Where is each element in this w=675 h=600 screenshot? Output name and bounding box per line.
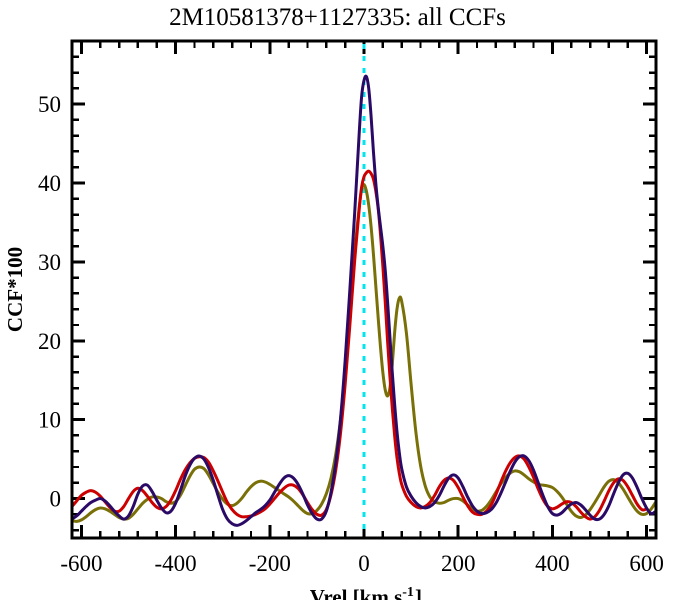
x-axis-tick-label: -400	[155, 551, 197, 576]
y-axis-tick-label: 20	[38, 329, 61, 354]
y-axis-title: CCF*100	[3, 247, 27, 332]
y-axis-tick-label: 10	[38, 408, 61, 433]
x-axis-title-exponent: -1	[402, 585, 414, 600]
x-axis-tick-label: -600	[60, 551, 102, 576]
ccf-red	[73, 169, 649, 521]
x-axis-tick-label: 200	[441, 551, 476, 576]
y-axis-tick-label: 30	[38, 250, 61, 275]
page-title: 2M10581378+1127335: all CCFs	[169, 4, 506, 31]
x-axis-title-bracket: ]	[415, 585, 422, 600]
x-axis-title: Vrel [km s	[310, 585, 403, 600]
y-axis-tick-label: 50	[38, 92, 61, 117]
ccf-olive	[73, 183, 655, 523]
y-axis-tick-label: 40	[38, 171, 61, 196]
x-axis-tick-label: 0	[358, 551, 370, 576]
plot-frame	[70, 39, 658, 540]
ccf-navy	[73, 74, 655, 527]
x-axis-tick-label: 400	[535, 551, 570, 576]
x-axis-tick-label: 600	[629, 551, 664, 576]
y-axis-tick-label: 0	[50, 487, 62, 512]
x-axis-tick-label: -200	[249, 551, 291, 576]
